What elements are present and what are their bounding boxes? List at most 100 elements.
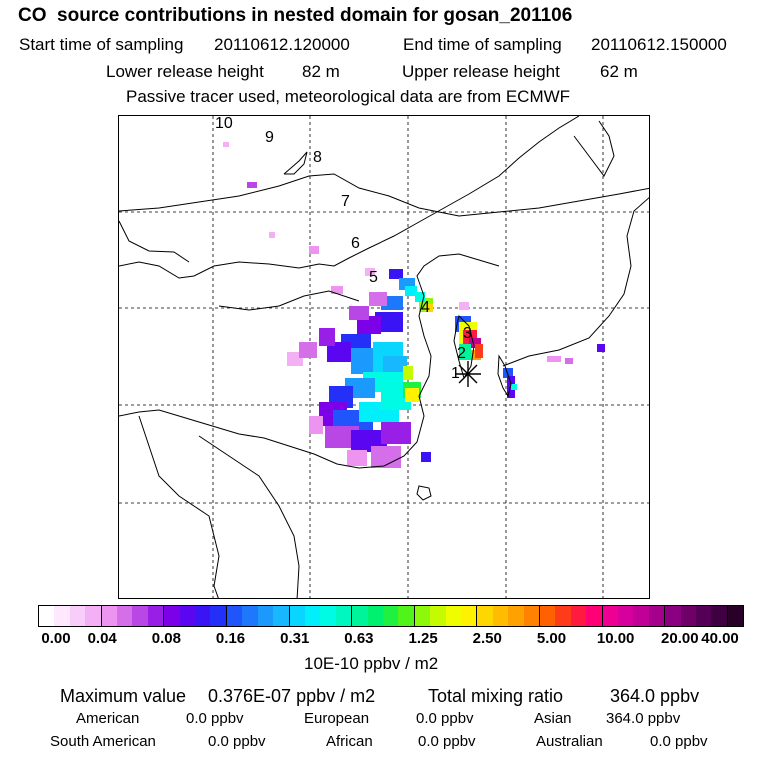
emission-cell — [475, 344, 483, 358]
emission-cell — [331, 286, 343, 294]
max-value: 0.376E-07 ppbv / m2 — [208, 686, 376, 706]
european-value: 0.0 ppbv — [416, 710, 474, 727]
emission-cell — [389, 269, 403, 279]
upper-release-value: 62 m — [600, 62, 638, 81]
colorbar-swatch — [508, 606, 524, 626]
receptor-marker — [455, 361, 481, 387]
emission-cell — [405, 286, 417, 296]
colorbar-swatch — [117, 606, 133, 626]
emission-cell — [349, 306, 369, 320]
colorbar-swatch — [179, 606, 196, 626]
coastlines-borders — [119, 116, 649, 598]
trajectory-label: 10 — [215, 116, 233, 132]
emission-cell — [269, 232, 275, 238]
colorbar-swatch — [414, 606, 431, 626]
colorbar-tick-label: 0.16 — [215, 630, 246, 647]
colorbar-swatch — [132, 606, 148, 626]
emission-cell — [365, 268, 375, 276]
colorbar-tick-label: 0.04 — [87, 630, 117, 647]
trajectory-label: 5 — [369, 269, 378, 286]
colorbar-swatch — [69, 606, 86, 626]
colorbar-swatch — [633, 606, 649, 626]
colorbar-swatch — [54, 606, 70, 626]
emission-cell — [469, 338, 481, 348]
emission-cell — [319, 328, 335, 346]
trajectory-labels: 1 2 4 56 7 8 9 10 3 — [215, 116, 472, 382]
colorbar-swatch — [665, 606, 681, 626]
emission-cell — [425, 304, 433, 312]
emission-cell — [371, 446, 401, 468]
american-label: American — [76, 710, 140, 727]
colorbar-tick-label: 20.00 — [661, 630, 699, 647]
emission-cell — [375, 312, 403, 332]
colorbar-swatch — [147, 606, 165, 626]
colorbar-swatch — [680, 606, 697, 626]
emission-cell — [459, 302, 469, 310]
colorbar-tick-label: 40.00 — [701, 630, 739, 647]
african-label: African — [326, 733, 373, 750]
trajectory-label: 6 — [351, 235, 360, 252]
total-mixing-value: 364.0 ppbv — [610, 686, 700, 706]
colorbar-tick-label: 0.63 — [344, 630, 374, 647]
trajectory-label: 3 — [463, 325, 472, 342]
emission-cell — [597, 344, 605, 352]
upper-release-label: Upper release height — [402, 62, 560, 81]
colorbar-tick-label: 2.50 — [472, 630, 502, 647]
colorbar-tick-label: 10.00 — [596, 630, 635, 647]
colorbar-swatch — [570, 606, 587, 626]
colorbar — [38, 605, 744, 627]
emission-cell — [381, 422, 411, 444]
asian-label: Asian — [534, 710, 572, 727]
emission-cell — [565, 358, 573, 364]
emission-cell — [223, 142, 229, 147]
colorbar-tick-label: 0.31 — [280, 630, 310, 647]
colorbar-swatch — [398, 606, 415, 626]
colorbar-swatch — [586, 606, 603, 626]
colorbar-swatch — [164, 606, 180, 626]
colorbar-swatch — [101, 606, 118, 626]
colorbar-swatch — [540, 606, 556, 626]
colorbar-swatch — [648, 606, 666, 626]
colorbar-swatch — [210, 606, 227, 626]
emission-cell — [415, 292, 425, 302]
emission-cell — [347, 450, 367, 466]
colorbar-units: 10E-10 ppbv / m2 — [304, 654, 439, 673]
lower-release-value: 82 m — [302, 62, 340, 81]
colorbar-swatch — [727, 606, 744, 626]
emission-field — [223, 142, 605, 468]
emission-cell — [403, 366, 413, 380]
colorbar-swatch — [195, 606, 211, 626]
source-contribution-map: 1 2 4 5 6 7 8 9 10 3 — [118, 115, 650, 599]
emission-cell — [309, 246, 319, 254]
emission-cell — [325, 426, 359, 448]
total-mixing-label: Total mixing ratio — [428, 686, 564, 706]
colorbar-swatch — [445, 606, 461, 626]
start-time-label: Start time of sampling — [19, 35, 184, 54]
trajectory-label: 4 — [421, 299, 430, 316]
emission-cell — [327, 342, 351, 362]
colorbar-swatch — [85, 606, 102, 626]
emission-cell — [511, 384, 517, 390]
chart-title: CO source contributions in nested domain… — [18, 5, 573, 26]
colorbar-swatch — [273, 606, 290, 626]
colorbar-swatch — [367, 606, 383, 626]
tracer-note: Passive tracer used, meteorological data… — [126, 87, 571, 106]
trajectory-label: 2 — [457, 345, 466, 362]
colorbar-swatch — [696, 606, 712, 626]
colorbar-swatch — [430, 606, 446, 626]
lower-release-label: Lower release height — [106, 62, 264, 81]
emission-cell — [405, 388, 419, 402]
colorbar-swatch — [320, 606, 336, 626]
south-american-label: South American — [50, 733, 156, 750]
trajectory-label: 1 — [451, 365, 460, 382]
colorbar-tick-label: 0.08 — [151, 630, 181, 647]
colorbar-swatch — [618, 606, 634, 626]
colorbar-swatch — [242, 606, 258, 626]
emission-cell — [369, 292, 387, 306]
trajectory-label: 7 — [341, 193, 350, 210]
australian-value: 0.0 ppbv — [650, 733, 708, 750]
colorbar-swatch — [39, 606, 55, 626]
european-label: European — [304, 710, 370, 727]
end-time-label: End time of sampling — [403, 35, 562, 54]
emission-cell — [247, 182, 257, 188]
